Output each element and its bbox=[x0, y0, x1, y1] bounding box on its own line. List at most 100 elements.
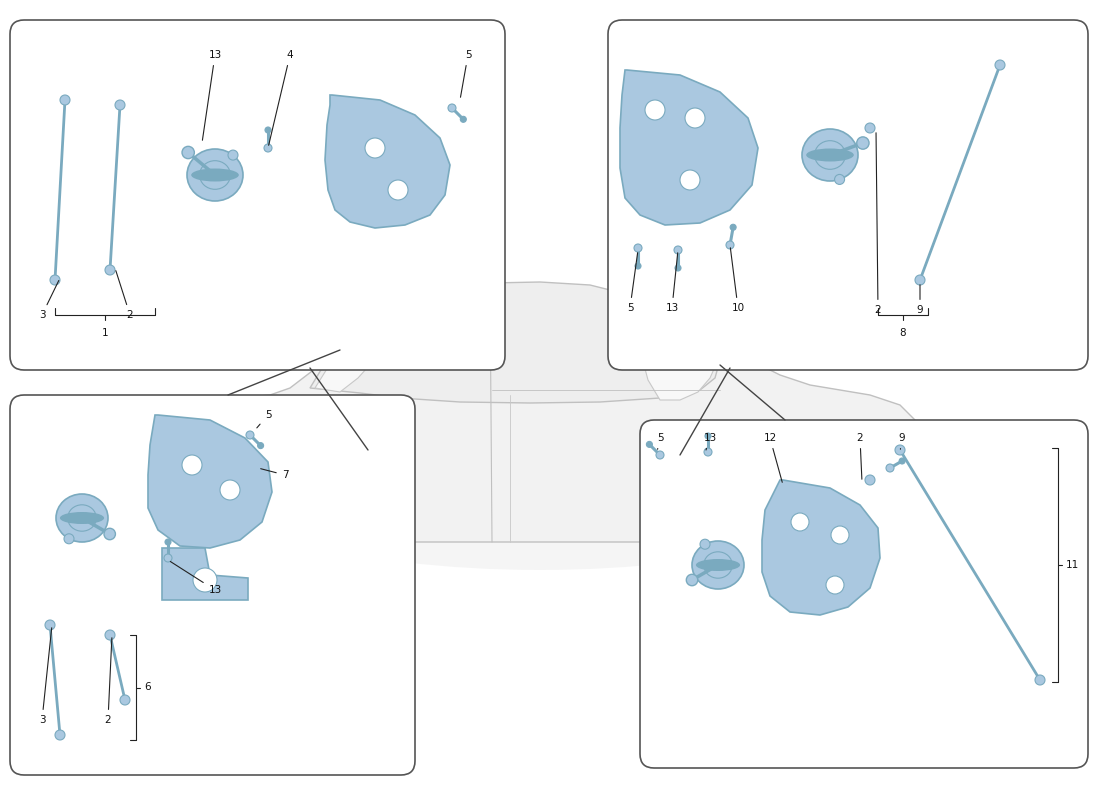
Circle shape bbox=[365, 138, 385, 158]
Circle shape bbox=[830, 526, 849, 544]
Circle shape bbox=[116, 100, 125, 110]
FancyBboxPatch shape bbox=[10, 395, 415, 775]
Text: 10: 10 bbox=[730, 248, 745, 313]
Text: 2: 2 bbox=[104, 638, 112, 725]
Circle shape bbox=[182, 455, 202, 475]
Circle shape bbox=[886, 464, 894, 472]
Circle shape bbox=[674, 246, 682, 254]
Circle shape bbox=[210, 170, 220, 180]
Ellipse shape bbox=[670, 528, 850, 568]
Circle shape bbox=[460, 116, 466, 122]
Ellipse shape bbox=[802, 129, 858, 181]
Text: 5: 5 bbox=[627, 253, 638, 313]
Circle shape bbox=[730, 224, 736, 230]
Ellipse shape bbox=[59, 512, 104, 524]
Circle shape bbox=[264, 144, 272, 152]
Text: 11: 11 bbox=[1066, 560, 1079, 570]
Circle shape bbox=[704, 448, 712, 456]
Circle shape bbox=[656, 451, 664, 459]
Circle shape bbox=[45, 620, 55, 630]
Polygon shape bbox=[310, 282, 720, 403]
Circle shape bbox=[55, 730, 65, 740]
FancyBboxPatch shape bbox=[10, 20, 505, 370]
Circle shape bbox=[64, 534, 74, 544]
Circle shape bbox=[702, 509, 814, 621]
Circle shape bbox=[647, 442, 652, 447]
Text: 5: 5 bbox=[256, 410, 272, 428]
Circle shape bbox=[192, 568, 217, 592]
Circle shape bbox=[725, 532, 791, 598]
Circle shape bbox=[218, 513, 322, 617]
Circle shape bbox=[240, 535, 300, 595]
Polygon shape bbox=[620, 285, 718, 400]
Circle shape bbox=[645, 100, 665, 120]
Text: parts: parts bbox=[927, 73, 972, 87]
Text: 2: 2 bbox=[874, 133, 881, 315]
Ellipse shape bbox=[692, 541, 744, 589]
Polygon shape bbox=[324, 95, 450, 228]
Circle shape bbox=[635, 263, 641, 269]
Polygon shape bbox=[145, 490, 160, 530]
Text: 6: 6 bbox=[144, 682, 151, 693]
Circle shape bbox=[895, 445, 905, 455]
Circle shape bbox=[996, 60, 1005, 70]
Circle shape bbox=[713, 560, 723, 570]
Ellipse shape bbox=[191, 169, 239, 182]
Circle shape bbox=[228, 150, 238, 160]
Text: 1: 1 bbox=[101, 328, 108, 338]
Polygon shape bbox=[162, 548, 248, 600]
Polygon shape bbox=[620, 70, 758, 225]
Circle shape bbox=[791, 513, 808, 531]
Text: 5: 5 bbox=[657, 433, 663, 450]
Circle shape bbox=[165, 539, 170, 545]
Circle shape bbox=[826, 576, 844, 594]
Text: 8: 8 bbox=[900, 328, 906, 338]
Circle shape bbox=[120, 695, 130, 705]
Text: 13: 13 bbox=[170, 562, 221, 595]
Circle shape bbox=[246, 431, 254, 439]
Circle shape bbox=[857, 137, 869, 149]
Text: 13: 13 bbox=[202, 50, 221, 140]
Circle shape bbox=[50, 275, 60, 285]
Circle shape bbox=[164, 554, 172, 562]
Circle shape bbox=[388, 180, 408, 200]
Circle shape bbox=[60, 95, 70, 105]
Circle shape bbox=[745, 552, 771, 578]
Text: a passion for parts: a passion for parts bbox=[362, 442, 638, 538]
Circle shape bbox=[104, 630, 116, 640]
Ellipse shape bbox=[56, 494, 108, 542]
Text: 9: 9 bbox=[916, 285, 923, 315]
Circle shape bbox=[835, 174, 845, 185]
Text: 1985: 1985 bbox=[672, 379, 788, 421]
Circle shape bbox=[726, 241, 734, 249]
Text: 13: 13 bbox=[703, 433, 716, 450]
Text: 5: 5 bbox=[461, 50, 471, 98]
Text: 7: 7 bbox=[261, 469, 288, 480]
Circle shape bbox=[915, 275, 925, 285]
Polygon shape bbox=[762, 480, 880, 615]
Circle shape bbox=[680, 170, 700, 190]
FancyBboxPatch shape bbox=[608, 20, 1088, 370]
Text: 3: 3 bbox=[39, 628, 52, 725]
Circle shape bbox=[899, 458, 905, 464]
Circle shape bbox=[865, 123, 874, 133]
Circle shape bbox=[104, 265, 116, 275]
Circle shape bbox=[104, 528, 116, 540]
Ellipse shape bbox=[806, 149, 854, 162]
Text: 4: 4 bbox=[268, 50, 294, 146]
Circle shape bbox=[634, 244, 642, 252]
Text: 9: 9 bbox=[899, 433, 905, 450]
Circle shape bbox=[257, 442, 264, 449]
Circle shape bbox=[182, 146, 195, 158]
Circle shape bbox=[825, 150, 835, 160]
Ellipse shape bbox=[185, 528, 355, 568]
Ellipse shape bbox=[696, 559, 740, 571]
Circle shape bbox=[685, 108, 705, 128]
Circle shape bbox=[1035, 675, 1045, 685]
Polygon shape bbox=[315, 283, 490, 392]
Circle shape bbox=[448, 104, 456, 112]
Text: 2: 2 bbox=[116, 270, 133, 320]
Circle shape bbox=[705, 433, 711, 439]
Circle shape bbox=[258, 553, 282, 577]
Text: 13: 13 bbox=[666, 253, 679, 313]
